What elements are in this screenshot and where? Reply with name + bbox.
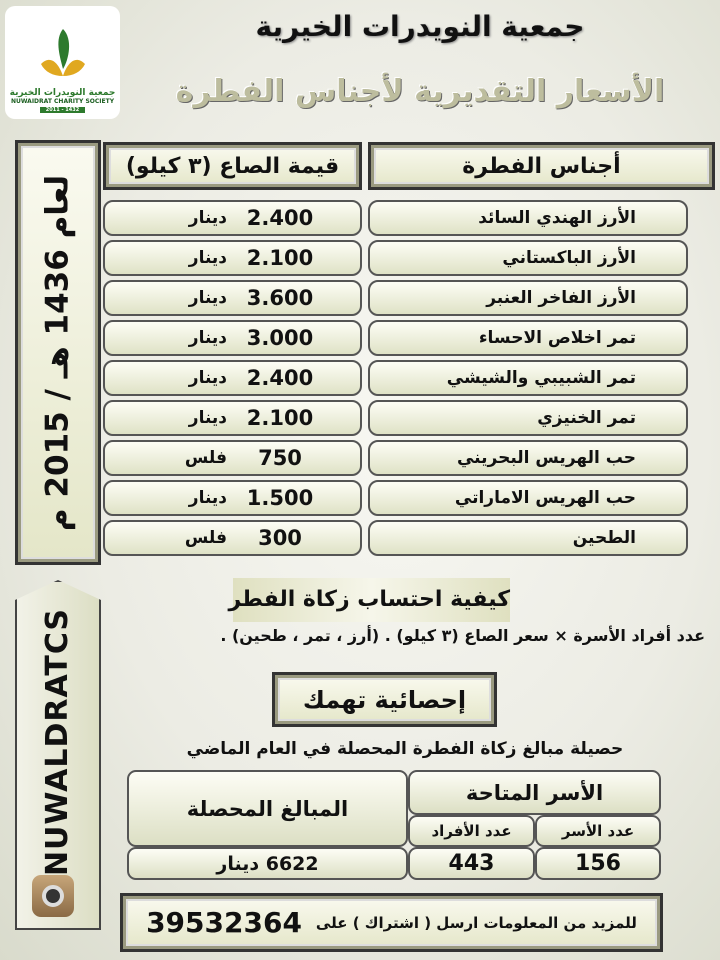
table-row-item: الأرز الهندي السائد <box>368 200 688 236</box>
price-value: 1.500 <box>246 486 314 510</box>
members-label: عدد الأفراد <box>408 815 535 847</box>
price-unit: فلس <box>184 448 227 468</box>
item-name: تمر الشبيبي والشيشي <box>446 368 636 388</box>
amount-value: 6622 دينار <box>127 847 408 880</box>
price-value: 300 <box>258 526 302 550</box>
table-row-price: 2.400 دينار <box>103 200 362 236</box>
footer-contact: للمزيد من المعلومات ارسل ( اشتراك ) على … <box>120 893 663 952</box>
price-value: 2.100 <box>246 406 314 430</box>
item-name: الأرز الهندي السائد <box>478 208 636 228</box>
page-subtitle: الأسعار التقديرية لأجناس الفطرة <box>175 74 665 109</box>
price-unit: فلس <box>184 528 227 548</box>
table-row-item: تمر الشبيبي والشيشي <box>368 360 688 396</box>
price-unit: دينار <box>188 288 227 308</box>
table-row-price: 3.000 دينار <box>103 320 362 356</box>
table-row-item: الأرز الفاخر العنبر <box>368 280 688 316</box>
formula-text: عدد أفراد الأسرة × سعر الصاع (٣ كيلو) . … <box>220 626 705 645</box>
year-text: لعام 1436 هـ / 2015 م <box>39 174 76 531</box>
price-unit: دينار <box>188 208 227 228</box>
logo-years: 2011 - 1432 <box>39 106 86 113</box>
item-name: حب الهريس البحريني <box>456 448 636 468</box>
families-header: الأسر المتاحة <box>408 770 661 815</box>
logo: جمعية النويدرات الخيرية NUWAIDRAT CHARIT… <box>5 6 120 119</box>
instagram-handle: NUWALDRATCS <box>40 607 75 877</box>
handle-banner: NUWALDRATCS <box>15 580 101 930</box>
table-row-item: تمر الخنيزي <box>368 400 688 436</box>
members-value: 443 <box>408 847 535 880</box>
price-value: 2.400 <box>246 206 314 230</box>
table-row-price: 1.500 دينار <box>103 480 362 516</box>
families-count-value: 156 <box>535 847 661 880</box>
price-unit: دينار <box>188 408 227 428</box>
how-heading: كيفية احتساب زكاة الفطر <box>229 578 510 622</box>
amount-header: المبالغ المحصلة <box>127 770 408 847</box>
table-row-price: 750 فلس <box>103 440 362 476</box>
stats-heading: إحصائية تهمك <box>272 672 497 727</box>
price-value: 3.000 <box>246 326 314 350</box>
table-row-item: الأرز الباكستاني <box>368 240 688 276</box>
item-name: تمر الخنيزي <box>537 408 636 428</box>
table-row-price: 2.100 دينار <box>103 400 362 436</box>
footer-phone: 39532364 <box>146 906 302 939</box>
table-row-item: حب الهريس الاماراتي <box>368 480 688 516</box>
instagram-icon <box>32 875 74 917</box>
item-name: حب الهريس الاماراتي <box>454 488 636 508</box>
footer-text: للمزيد من المعلومات ارسل ( اشتراك ) على <box>315 913 637 932</box>
item-name: الطحين <box>572 528 636 548</box>
logo-arabic-name: جمعية النويدرات الخيرية <box>9 87 116 98</box>
price-unit: دينار <box>188 328 227 348</box>
price-value: 3.600 <box>246 286 314 310</box>
table-row-price: 3.600 دينار <box>103 280 362 316</box>
price-value: 2.400 <box>246 366 314 390</box>
item-name: الأرز الباكستاني <box>502 248 636 268</box>
stats-subtitle: حصيلة مبالغ زكاة الفطرة المحصلة في العام… <box>186 739 624 759</box>
price-unit: دينار <box>188 368 227 388</box>
year-banner: لعام 1436 هـ / 2015 م <box>15 140 101 565</box>
table-row-price: 2.100 دينار <box>103 240 362 276</box>
logo-english-name: NUWAIDRAT CHARITY SOCIETY <box>10 98 115 106</box>
header-item: أجناس الفطرة <box>368 142 715 190</box>
price-value: 2.100 <box>246 246 314 270</box>
page-title: جمعية النويدرات الخيرية <box>255 10 585 43</box>
price-value: 750 <box>258 446 302 470</box>
header-price: قيمة الصاع (٣ كيلو) <box>103 142 362 190</box>
table-row-price: 2.400 دينار <box>103 360 362 396</box>
item-name: الأرز الفاخر العنبر <box>486 288 636 308</box>
families-count-label: عدد الأسر <box>535 815 661 847</box>
item-name: تمر اخلاص الاحساء <box>478 328 636 348</box>
price-unit: دينار <box>188 248 227 268</box>
price-unit: دينار <box>188 488 227 508</box>
table-row-item: حب الهريس البحريني <box>368 440 688 476</box>
logo-emblem-icon <box>40 28 85 76</box>
table-row-item: الطحين <box>368 520 688 556</box>
table-row-item: تمر اخلاص الاحساء <box>368 320 688 356</box>
table-row-price: 300 فلس <box>103 520 362 556</box>
